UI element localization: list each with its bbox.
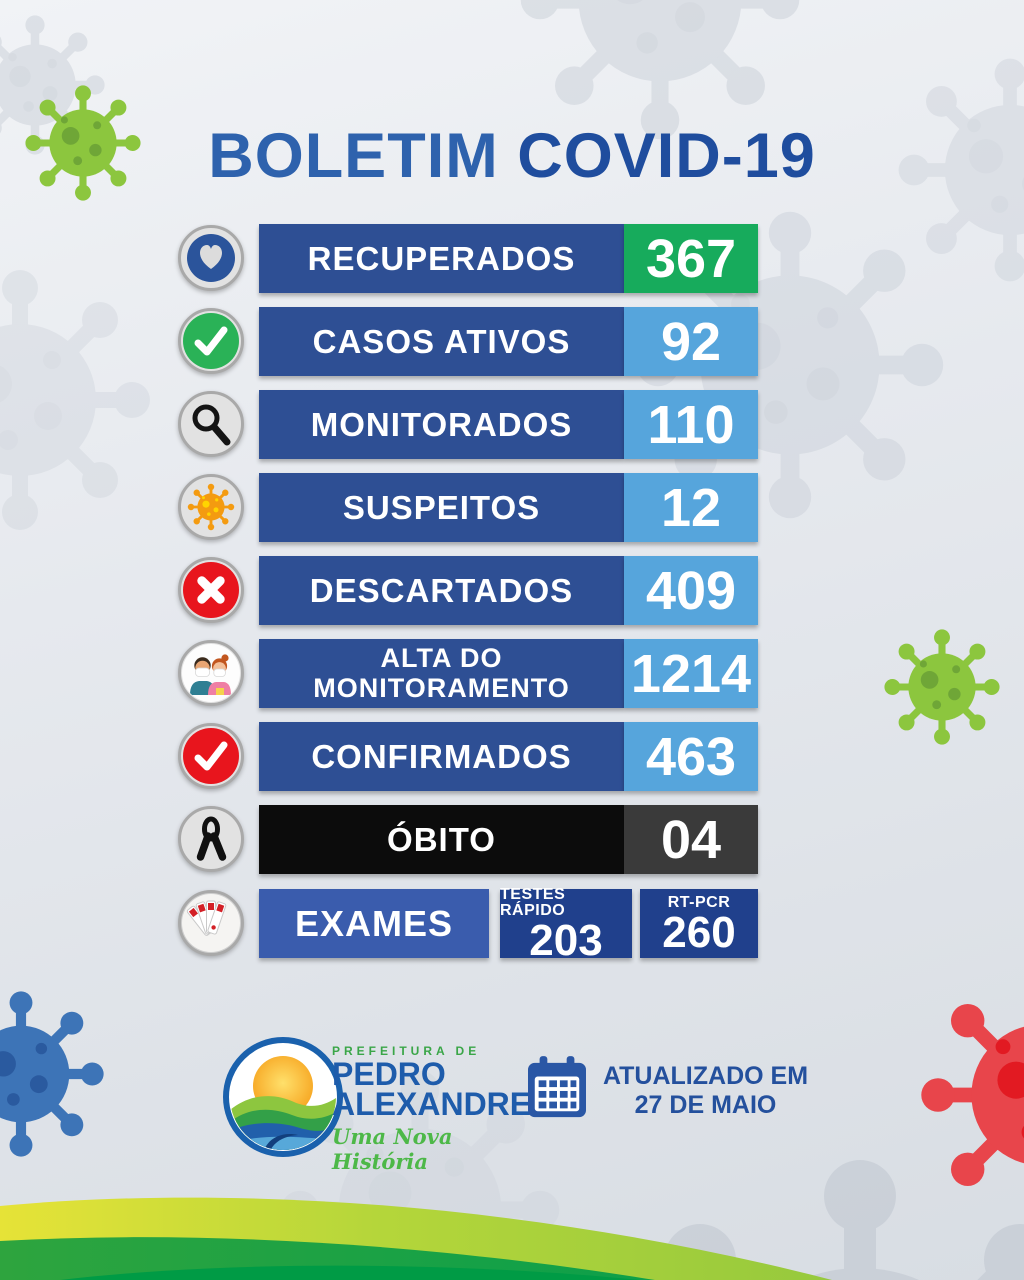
calendar-icon bbox=[528, 1056, 586, 1124]
prefecture-logo-text: PREFEITURA DE PEDRO ALEXANDRE Uma Nova H… bbox=[332, 1044, 542, 1174]
stat-row-recuperados: RECUPERADOS 367 bbox=[0, 224, 1024, 293]
page-title: BOLETIM COVID-19 bbox=[0, 120, 1024, 192]
heart-icon bbox=[177, 224, 245, 292]
rt-pcr-value: 260 bbox=[662, 907, 736, 957]
stat-value: 92 bbox=[624, 307, 758, 376]
stat-row-casos-ativos: CASOS ATIVOS 92 bbox=[0, 307, 1024, 376]
stat-label-bar: DESCARTADOS bbox=[259, 556, 624, 625]
footer: PREFEITURA DE PEDRO ALEXANDRE Uma Nova H… bbox=[0, 1030, 1024, 1174]
rt-pcr-box: RT-PCR 260 bbox=[640, 889, 758, 958]
stat-row-monitorados: MONITORADOS 110 bbox=[0, 390, 1024, 459]
stat-value: 367 bbox=[624, 224, 758, 293]
stat-label-bar: ÓBITO bbox=[259, 805, 624, 874]
testes-rapido-label: TESTES RÁPIDO bbox=[500, 885, 566, 919]
stat-label: ÓBITO bbox=[387, 820, 496, 858]
stat-value: 110 bbox=[624, 390, 758, 459]
virus-orange-icon bbox=[177, 473, 245, 541]
test-strips-icon bbox=[177, 889, 245, 957]
stat-value: 463 bbox=[624, 722, 758, 791]
logo-name-line2: ALEXANDRE bbox=[332, 1085, 532, 1122]
x-red-icon bbox=[177, 556, 245, 624]
updated-line2: 27 DE MAIO bbox=[634, 1090, 777, 1119]
stat-label: SUSPEITOS bbox=[342, 488, 541, 526]
logo-pretitle: PREFEITURA DE bbox=[332, 1044, 481, 1058]
stat-label-bar: ALTA DO MONITORAMENTO bbox=[259, 639, 624, 708]
exames-label: EXAMES bbox=[294, 902, 454, 944]
check-red-icon bbox=[177, 722, 245, 790]
logo-slogan: Uma Nova História bbox=[332, 1123, 453, 1174]
stat-label: CONFIRMADOS bbox=[311, 737, 572, 775]
stat-value: 1214 bbox=[624, 639, 758, 708]
testes-rapido-box: TESTES RÁPIDO 203 bbox=[500, 885, 632, 962]
stat-value: 409 bbox=[624, 556, 758, 625]
check-green-icon bbox=[177, 307, 245, 375]
stat-value: 12 bbox=[624, 473, 758, 542]
updated-line1: ATUALIZADO EM bbox=[602, 1062, 809, 1090]
stat-row-suspeitos: SUSPEITOS 12 bbox=[0, 473, 1024, 542]
prefecture-logo bbox=[222, 1036, 344, 1158]
stat-label-bar: CASOS ATIVOS bbox=[259, 307, 624, 376]
stat-label-bar: RECUPERADOS bbox=[259, 224, 624, 293]
stat-label-bar: CONFIRMADOS bbox=[259, 722, 624, 791]
rt-pcr-label: RT-PCR bbox=[667, 893, 731, 911]
wave-band-deep-green bbox=[60, 1265, 640, 1280]
stat-label-bar: SUSPEITOS bbox=[259, 473, 624, 542]
stat-label-bar: MONITORADOS bbox=[259, 390, 624, 459]
stat-row-alta-monitoramento: ALTA DO MONITORAMENTO 1214 bbox=[0, 639, 1024, 708]
stat-label: CASOS ATIVOS bbox=[312, 322, 571, 360]
title-boletim: BOLETIM bbox=[208, 121, 499, 191]
stat-row-confirmados: CONFIRMADOS 463 bbox=[0, 722, 1024, 791]
stat-label: RECUPERADOS bbox=[307, 239, 576, 277]
stat-row-obito: ÓBITO 04 bbox=[0, 805, 1024, 874]
mourning-ribbon-icon bbox=[177, 805, 245, 873]
stat-row-exames: EXAMES TESTES RÁPIDO 203 RT-PCR 260 bbox=[0, 885, 1024, 962]
stat-label: ALTA DO MONITORAMENTO bbox=[313, 642, 570, 703]
magnifier-icon bbox=[177, 390, 245, 458]
stat-label: DESCARTADOS bbox=[309, 571, 574, 609]
exames-label-bar: EXAMES bbox=[259, 889, 489, 958]
stat-value: 04 bbox=[624, 805, 758, 874]
logo-name-line1: PEDRO bbox=[332, 1056, 446, 1092]
testes-rapido-value: 203 bbox=[529, 915, 603, 965]
stat-row-descartados: DESCARTADOS 409 bbox=[0, 556, 1024, 625]
updated-date: ATUALIZADO EM 27 DE MAIO bbox=[598, 1062, 813, 1120]
title-covid19: COVID-19 bbox=[517, 121, 816, 191]
masked-people-icon bbox=[177, 639, 245, 707]
stat-label: MONITORADOS bbox=[310, 405, 573, 443]
